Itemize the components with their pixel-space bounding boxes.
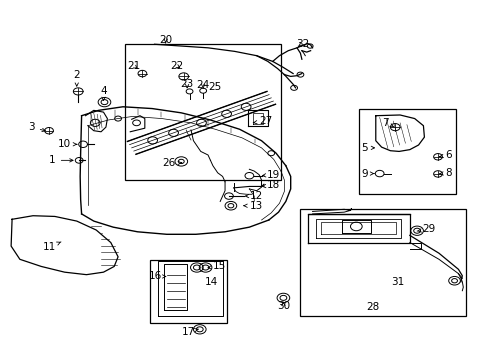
Text: 20: 20 <box>159 35 172 45</box>
Text: 2: 2 <box>73 69 80 86</box>
Text: 17: 17 <box>182 327 198 337</box>
Text: 21: 21 <box>127 61 140 71</box>
Bar <box>149 260 227 323</box>
Text: 6: 6 <box>439 150 451 160</box>
Text: 27: 27 <box>253 116 271 126</box>
Text: 24: 24 <box>196 80 209 90</box>
Text: 15: 15 <box>207 261 225 271</box>
Text: 9: 9 <box>361 168 373 179</box>
Text: 18: 18 <box>262 180 280 190</box>
Text: 11: 11 <box>42 242 61 252</box>
Text: 14: 14 <box>204 277 218 287</box>
Text: 4: 4 <box>100 86 106 100</box>
Bar <box>358 109 455 194</box>
Bar <box>300 208 465 316</box>
Text: 30: 30 <box>276 301 289 311</box>
Text: 29: 29 <box>416 224 435 234</box>
Text: 23: 23 <box>180 79 193 89</box>
Text: 22: 22 <box>169 61 183 71</box>
Text: 12: 12 <box>245 191 263 201</box>
Text: 10: 10 <box>58 139 77 149</box>
Text: 26: 26 <box>162 158 181 168</box>
Text: 19: 19 <box>262 170 280 180</box>
Text: 5: 5 <box>360 143 374 153</box>
Text: 13: 13 <box>244 201 263 211</box>
Text: 3: 3 <box>28 122 45 132</box>
Text: 8: 8 <box>439 168 451 178</box>
Bar <box>125 44 281 180</box>
Text: 25: 25 <box>208 82 222 92</box>
Text: 31: 31 <box>390 277 404 287</box>
Text: 32: 32 <box>296 39 309 49</box>
Text: 1: 1 <box>49 156 73 165</box>
Text: 28: 28 <box>366 302 379 312</box>
Text: 16: 16 <box>148 271 165 282</box>
Text: 7: 7 <box>382 118 393 128</box>
